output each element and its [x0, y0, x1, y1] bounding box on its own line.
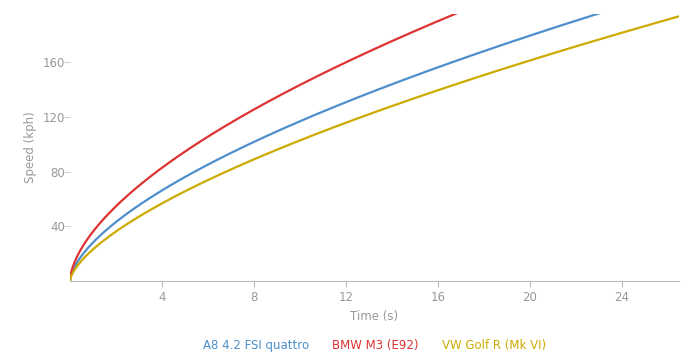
VW Golf R (Mk VI) [675, 14, 683, 18]
BMW M3 (E92) [362, 51, 370, 55]
VW Golf R (Mk VI) [66, 278, 74, 283]
BMW M3 (E92) [97, 220, 105, 224]
A8 4.2 FSI quattro [545, 27, 554, 31]
VW Golf R (Mk VI) [346, 119, 354, 123]
VW Golf R (Mk VI) [657, 19, 665, 24]
Line: A8 4.2 FSI quattro: A8 4.2 FSI quattro [70, 0, 679, 280]
A8 4.2 FSI quattro [362, 92, 370, 96]
A8 4.2 FSI quattro [97, 233, 105, 237]
A8 4.2 FSI quattro [346, 98, 354, 103]
A8 4.2 FSI quattro [66, 278, 74, 283]
VW Golf R (Mk VI) [657, 19, 666, 23]
Line: VW Golf R (Mk VI): VW Golf R (Mk VI) [70, 16, 679, 280]
Y-axis label: Speed (kph): Speed (kph) [25, 112, 37, 184]
Line: BMW M3 (E92): BMW M3 (E92) [70, 0, 679, 280]
VW Golf R (Mk VI) [97, 240, 105, 245]
VW Golf R (Mk VI) [362, 113, 370, 117]
VW Golf R (Mk VI) [545, 52, 554, 57]
BMW M3 (E92) [346, 58, 354, 63]
Legend: A8 4.2 FSI quattro, BMW M3 (E92), VW Golf R (Mk VI): A8 4.2 FSI quattro, BMW M3 (E92), VW Gol… [198, 335, 551, 357]
BMW M3 (E92) [66, 278, 74, 282]
X-axis label: Time (s): Time (s) [351, 310, 398, 323]
